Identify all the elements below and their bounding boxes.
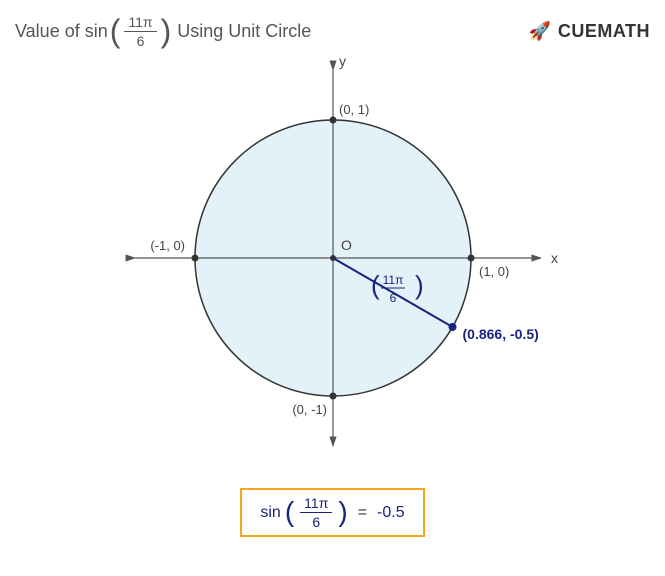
result-paren-right: ) [338,501,347,523]
svg-text:x: x [551,250,558,266]
title-den: 6 [133,32,149,48]
svg-text:(1, 0): (1, 0) [479,264,509,279]
svg-text:(-1, 0): (-1, 0) [150,238,185,253]
header: Value of sin ( 11π 6 ) Using Unit Circle… [15,15,650,48]
result-paren-left: ( [285,501,294,523]
title-num: 11π [124,15,156,32]
result-num: 11π [300,496,332,513]
svg-text:y: y [339,58,346,69]
svg-text:(: ( [371,270,380,300]
paren-right: ) [161,19,172,45]
svg-text:(0, -1): (0, -1) [292,402,327,417]
result-fraction: 11π 6 [300,496,332,529]
unit-circle-chart: x y O (0, 1) (0, -1) (-1, 0) (1, 0) (0.866, -0.… [15,58,650,488]
svg-text:(0.866, -0.5): (0.866, -0.5) [462,326,538,342]
result-func: sin [260,504,280,522]
paren-left: ( [110,19,121,45]
rocket-icon: 🚀 [529,21,552,42]
page-title: Value of sin ( 11π 6 ) Using Unit Circle [15,15,311,48]
chart-svg: x y O (0, 1) (0, -1) (-1, 0) (1, 0) (0.866, -0.… [33,58,633,488]
svg-text:O: O [341,237,352,253]
result-box: sin ( 11π 6 ) = -0.5 [240,488,424,537]
title-prefix: Value of sin [15,21,108,42]
logo: 🚀 CUEMATH [529,21,650,42]
title-fraction: 11π 6 [124,15,156,48]
svg-text:11π: 11π [382,273,403,287]
equals: = [358,504,367,522]
result-value: -0.5 [377,504,405,522]
svg-text:6: 6 [389,291,396,305]
result-den: 6 [308,513,324,529]
svg-text:(0, 1): (0, 1) [339,102,369,117]
svg-text:): ) [415,270,424,300]
logo-text: CUEMATH [558,21,650,42]
title-suffix: Using Unit Circle [177,21,311,42]
